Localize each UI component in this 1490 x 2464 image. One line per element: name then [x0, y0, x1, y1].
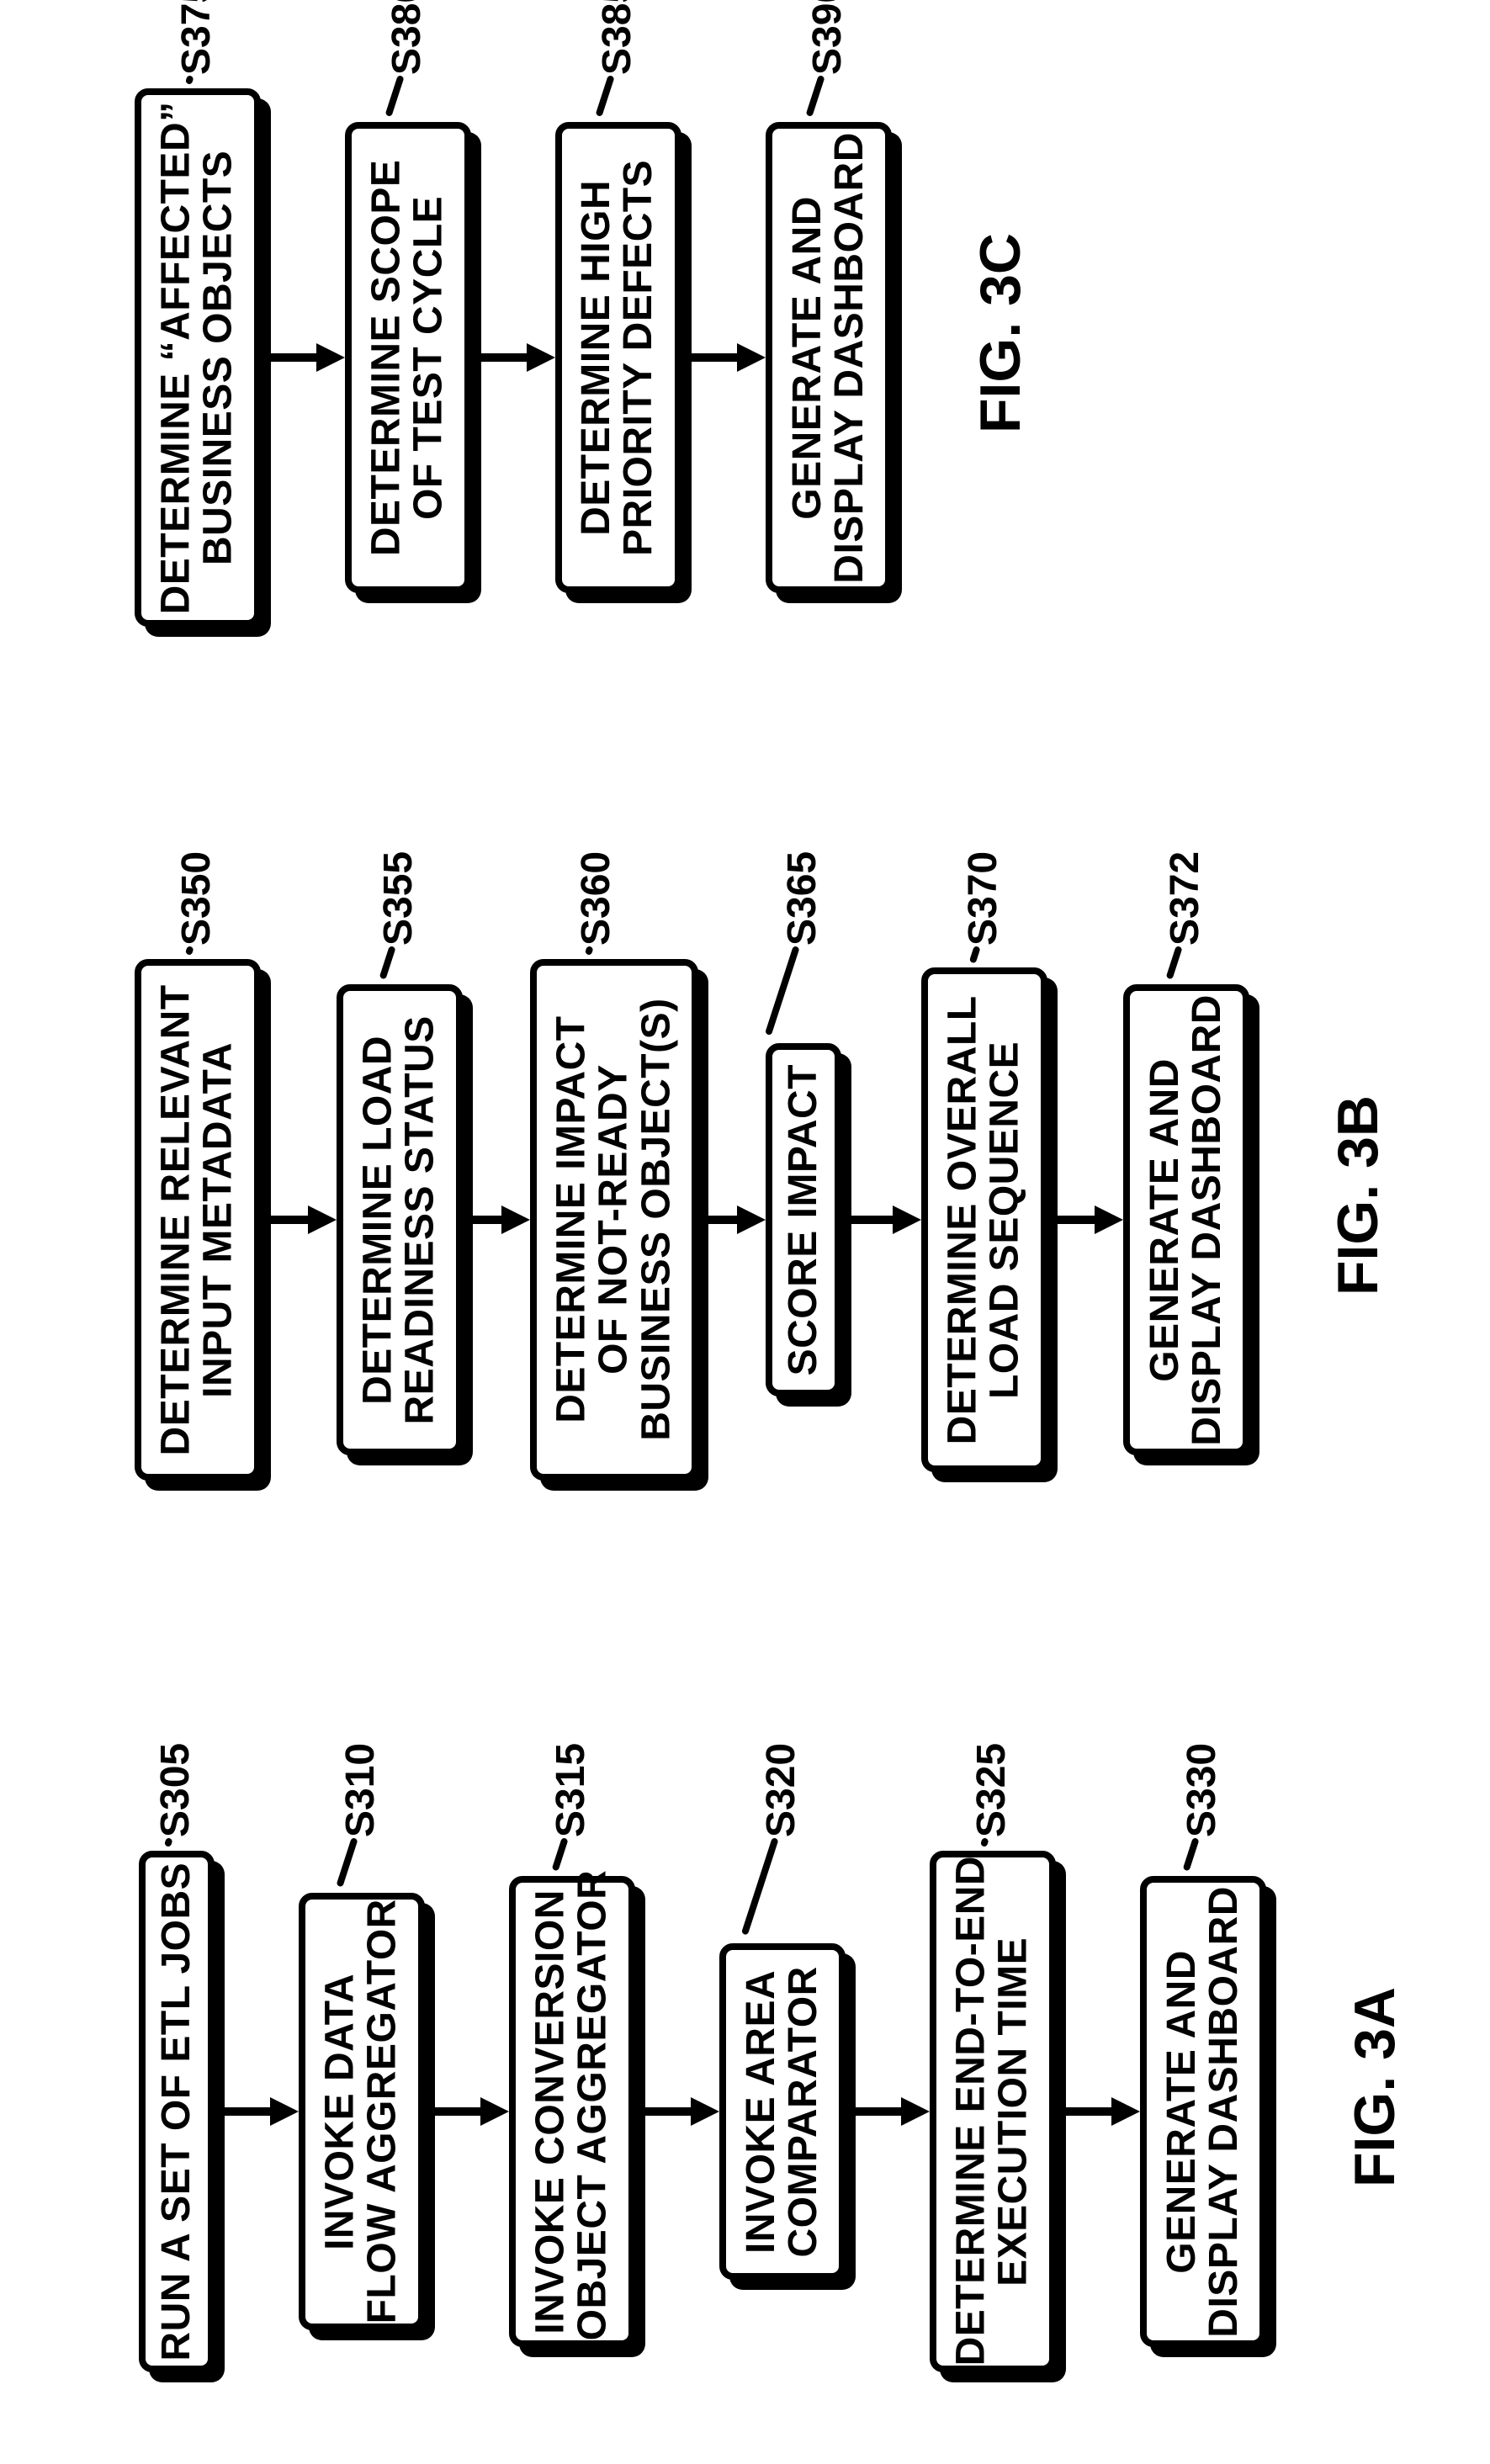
step-tick [1182, 1837, 1199, 1872]
step-label-S360: S360 [573, 851, 619, 946]
flow-box-label: DETERMINE HIGH PRIORITY DEFECTS [576, 159, 661, 555]
flow-arrow-head [308, 1206, 337, 1234]
flow-arrow-head [901, 2097, 930, 2126]
flow-arrow [1047, 1216, 1096, 1224]
flow-box-label: GENERATE AND DISPLAY DASHBOARD [787, 132, 872, 584]
step-tick [185, 75, 194, 85]
flow-arrow [215, 2107, 272, 2116]
flow-box-S390: GENERATE AND DISPLAY DASHBOARD [766, 122, 892, 593]
flow-box-label: DETERMINE END-TO-END EXECUTION TIME [951, 1857, 1036, 2366]
flow-box-label: INVOKE AREA COMPARATOR [740, 1966, 825, 2257]
step-label-S365: S365 [779, 851, 825, 946]
step-label-S385: S385 [594, 0, 640, 75]
flow-arrow-head [527, 343, 555, 372]
step-tick [741, 1837, 779, 1936]
step-tick [969, 946, 981, 963]
flow-arrow [463, 1216, 503, 1224]
step-label-S330: S330 [1179, 1743, 1225, 1837]
step-tick [379, 946, 395, 980]
flow-box-S380: DETERMINE SCOPE OF TEST CYCLE [345, 122, 471, 593]
flow-box-label: DETERMINE IMPACT OF NOT-READY BUSINESS O… [550, 999, 677, 1441]
step-tick [185, 946, 194, 956]
step-label-S355: S355 [375, 851, 422, 946]
flow-arrow-head [1111, 2097, 1140, 2126]
flow-box-S310: INVOKE DATA FLOW AGGREGATOR [299, 1893, 425, 2330]
step-label-S370: S370 [960, 851, 1006, 946]
flow-box-label: DETERMINE SCOPE OF TEST CYCLE [366, 159, 451, 556]
step-tick [980, 1837, 989, 1847]
step-label-S320: S320 [758, 1743, 804, 1837]
step-label-S390: S390 [804, 0, 851, 75]
flow-box-label: INVOKE CONVERSION OBJECT AGGREGATOR [530, 1883, 615, 2340]
flow-arrow [1056, 2107, 1113, 2116]
step-label-S350: S350 [173, 851, 220, 946]
flow-box-label: DETERMINE OVERALL LOAD SEQUENCE [942, 995, 1027, 1444]
step-tick [585, 946, 594, 956]
step-label-S305: S305 [152, 1743, 199, 1837]
flow-box-label: INVOKE DATA FLOW AGGREGATOR [320, 1900, 405, 2324]
flow-box-label: RUN A SET OF ETL JOBS [156, 1863, 198, 2361]
figure-caption-300a: FIG. 3A [1342, 1987, 1408, 2187]
flow-box-label: DETERMINE LOAD READINESS STATUS [358, 1015, 443, 1424]
figure-caption-300c: FIG. 3C [968, 233, 1033, 433]
step-label-S310: S310 [337, 1743, 384, 1837]
flow-box-label: SCORE IMPACT [782, 1064, 825, 1375]
step-tick [595, 75, 614, 117]
flow-box-S360: DETERMINE IMPACT OF NOT-READY BUSINESS O… [530, 959, 698, 1481]
flow-arrow [841, 1216, 894, 1224]
flow-arrow-head [737, 1206, 766, 1234]
flow-box-S375: DETERMINE “AFFECTED” BUSINESS OBJECTS [135, 88, 261, 627]
flow-box-S355: DETERMINE LOAD READINESS STATUS [337, 984, 463, 1455]
flow-arrow [425, 2107, 482, 2116]
flow-arrow [471, 353, 528, 362]
flow-arrow-head [737, 343, 766, 372]
flow-arrow [635, 2107, 692, 2116]
flow-box-S350: DETERMINE RELEVANT INPUT METADATA [135, 959, 261, 1481]
step-tick [336, 1837, 358, 1888]
flow-arrow [681, 353, 739, 362]
flow-arrow-head [480, 2097, 509, 2126]
flow-arrow [261, 1216, 310, 1224]
flow-box-S385: DETERMINE HIGH PRIORITY DEFECTS [555, 122, 681, 593]
step-label-S380: S380 [384, 0, 430, 75]
flow-arrow [261, 353, 318, 362]
step-tick [805, 75, 825, 117]
flow-box-S305: RUN A SET OF ETL JOBS [139, 1851, 215, 2372]
step-label-S325: S325 [968, 1743, 1015, 1837]
step-label-S315: S315 [548, 1743, 594, 1837]
flow-arrow-head [893, 1206, 921, 1234]
flow-box-S320: INVOKE AREA COMPARATOR [719, 1943, 846, 2280]
flow-box-S365: SCORE IMPACT [766, 1043, 841, 1396]
flow-box-S370: DETERMINE OVERALL LOAD SEQUENCE [921, 967, 1047, 1472]
step-label-S375: S375 [173, 0, 220, 75]
step-tick [765, 946, 800, 1036]
flow-box-label: GENERATE AND DISPLAY DASHBOARD [1161, 1886, 1246, 2338]
flow-arrow-head [691, 2097, 719, 2126]
step-tick [551, 1837, 568, 1872]
flow-arrow-head [316, 343, 345, 372]
flow-box-S372: GENERATE AND DISPLAY DASHBOARD [1123, 984, 1249, 1455]
flow-arrow-head [501, 1206, 530, 1234]
flow-box-S315: INVOKE CONVERSION OBJECT AGGREGATOR [509, 1876, 635, 2347]
step-tick [164, 1837, 173, 1847]
flow-box-label: DETERMINE “AFFECTED” BUSINESS OBJECTS [156, 101, 241, 614]
step-tick [1165, 946, 1182, 980]
flow-arrow [698, 1216, 739, 1224]
flow-box-label: GENERATE AND DISPLAY DASHBOARD [1144, 994, 1229, 1446]
flow-box-S325: DETERMINE END-TO-END EXECUTION TIME [930, 1851, 1056, 2372]
step-label-S372: S372 [1162, 851, 1208, 946]
flow-arrow-head [1095, 1206, 1123, 1234]
flow-arrow-head [270, 2097, 299, 2126]
flow-box-S330: GENERATE AND DISPLAY DASHBOARD [1140, 1876, 1266, 2347]
flow-box-label: DETERMINE RELEVANT INPUT METADATA [156, 984, 241, 1455]
figure-caption-300b: FIG. 3B [1325, 1095, 1391, 1296]
flow-arrow [846, 2107, 903, 2116]
step-tick [384, 75, 404, 117]
